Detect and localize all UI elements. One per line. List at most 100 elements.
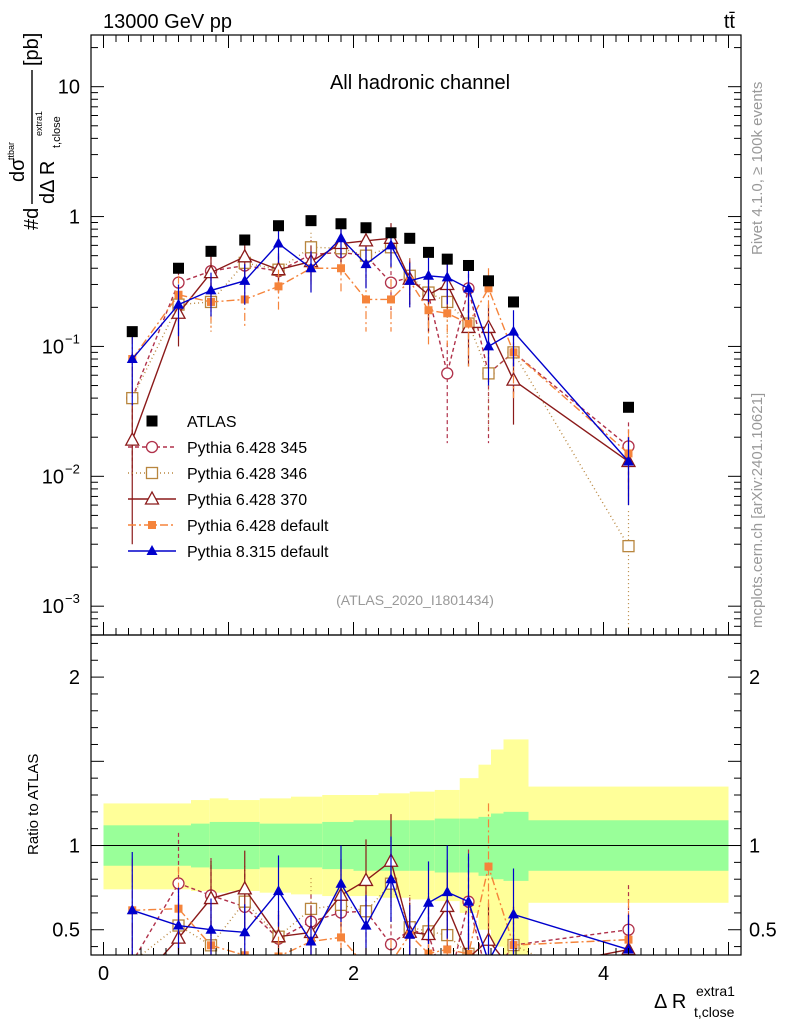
legend-marker [145,440,159,454]
ratio-point [507,965,520,977]
legend-marker [148,521,156,529]
data-point [126,353,138,364]
upper-y-axis-label: #d dσ ttbar dΔ R t,close extra1 [pb] [6,33,63,230]
data-point [387,295,395,304]
upper-y-tick-label: 10 [58,77,80,99]
ratio-point [205,923,217,934]
ratio-point [385,873,397,884]
legend-entry: Pythia 8.315 default [128,544,329,561]
atlas-data-point [483,275,494,287]
upper-y-tick-label-base: 10 [42,596,64,618]
series-pythia-6-428-default [128,251,633,497]
data-point [335,232,347,243]
ratio-point [358,872,374,887]
ratio-series-layer [126,803,636,1005]
data-point [441,271,453,282]
data-point [237,248,253,263]
atlas-data-point [335,218,347,230]
data-point [337,264,345,273]
rivet-label: Rivet 4.1.0, ≥ 100k events [749,82,766,255]
upper-ylabel-den-sup: extra1 [34,111,44,136]
channel-label: All hadronic channel [330,72,510,94]
ratio-point [360,919,372,930]
axis-ticks [91,35,741,955]
x-tick-label: 4 [598,963,609,985]
series-line [131,237,630,462]
series-line [131,267,629,454]
series-line [131,237,629,463]
data-point [623,455,634,466]
ratio-y-axis-label: Ratio to ATLAS [25,754,42,855]
upper-y-tick-label-base: 10 [42,466,64,488]
atlas-data-point [173,262,184,274]
ratio-y-tick-label-left: 1 [69,836,80,858]
legend: ATLAS Pythia 6.428 345 Pythia 6.428 346 Pyt… [128,414,329,561]
upper-y-tick-label: 1 [69,207,80,229]
ratio-y-tick-label-left: 0.5 [52,920,80,942]
x-axis-label: Δ R extra1 t,close [654,983,735,1020]
atlas-data-point [205,245,217,257]
upper-ylabel-den: dΔ R [37,161,59,204]
xlabel-base: Δ R [654,991,686,1013]
atlas-data-point [441,253,453,265]
legend-entry: Pythia 6.428 346 [128,466,307,483]
legend-marker [146,415,158,427]
ratio-y-tick-label-right: 0.5 [749,920,777,942]
data-point [274,282,283,291]
data-point [508,325,519,336]
atlas-data-point [273,220,284,232]
ratio-point [483,976,494,987]
legend-label: Pythia 8.315 default [187,544,329,561]
ratio-point [443,945,452,954]
data-point [360,258,372,269]
ratio-point [442,986,453,997]
ratio-point [623,994,634,1005]
ratio-y-tick-label-left: 2 [69,667,80,689]
ratio-uncertainty-bands [103,739,729,955]
upper-ylabel-unit: [pb] [21,33,43,66]
upper-y-tick-label-base: 10 [42,336,64,358]
ratio-point [305,935,317,946]
ratio-point [173,919,184,930]
upper-y-tick-label-exp: −1 [65,331,80,346]
data-point [463,282,474,293]
ratio-point [387,958,395,966]
ratio-point [484,862,493,871]
ratio-point [464,949,473,955]
data-point [358,232,374,247]
upper-ylabel-num-sup: ttbar [6,142,16,160]
legend-marker [144,490,160,505]
atlas-data-point [463,259,474,271]
legend-label: Pythia 6.428 346 [187,466,307,483]
data-point [622,539,635,553]
stat-uncertainty-band [491,813,504,880]
mcplots-label: mcplots.cern.ch [arXiv:2401.10621] [749,393,766,628]
stat-uncertainty-band [503,811,529,881]
ratio-point [273,885,284,896]
ratio-line [135,882,629,955]
ratio-point [337,933,345,942]
upper-y-tick-label-exp: −2 [65,461,80,476]
atlas-data-point [423,246,434,258]
data-point [273,237,284,248]
series-pythia-8-315-default [126,223,634,506]
atlas-data-point [126,326,138,338]
legend-label: ATLAS [187,414,237,431]
ratio-point [237,880,253,895]
ratio-point [126,904,138,915]
data-point [124,431,140,446]
atlas-data-point [404,232,416,244]
data-point [464,319,473,328]
legend-entry: ATLAS [146,414,237,431]
legend-marker [146,545,158,555]
upper-reference-layer [126,215,634,413]
x-tick-label: 0 [98,963,109,985]
ratio-point [508,908,519,919]
atlas-data-point [305,215,317,227]
energy-label: 13000 GeV pp [103,11,232,33]
legend-entry: Pythia 6.428 345 [128,440,307,457]
data-point [305,262,317,273]
data-point [423,269,434,280]
